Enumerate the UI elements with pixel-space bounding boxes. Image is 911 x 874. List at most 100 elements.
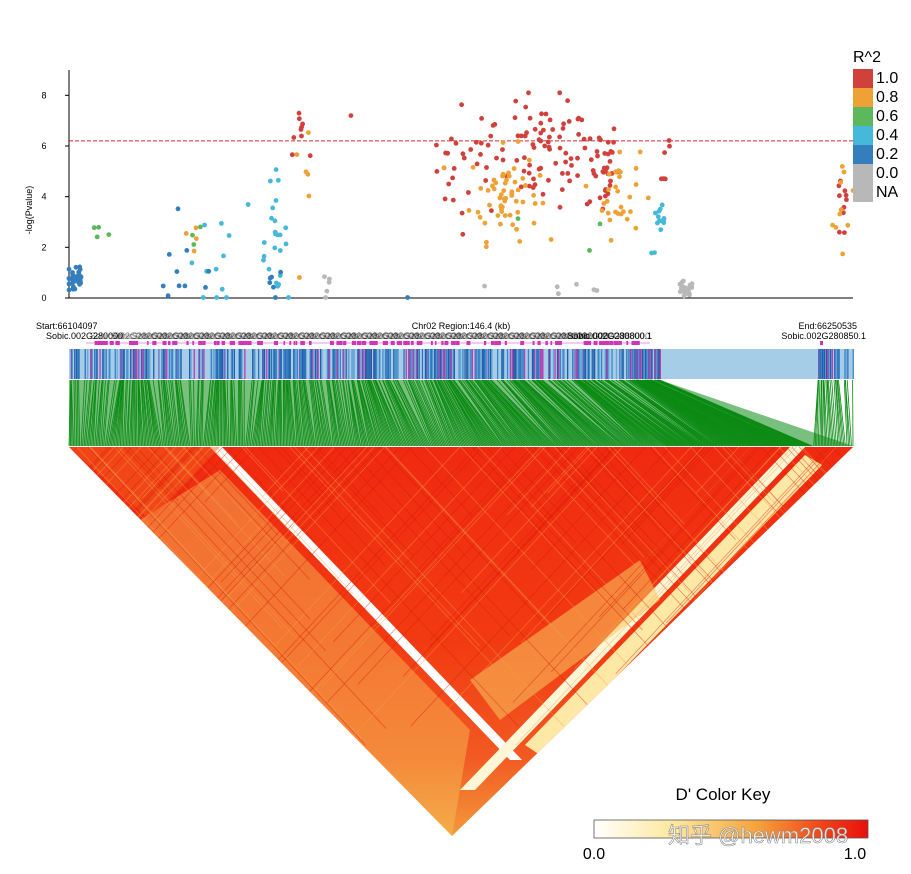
data-point-r2-0.8 bbox=[830, 222, 835, 228]
data-point-r2-0.8 bbox=[645, 195, 651, 201]
data-point-r2-1.0 bbox=[588, 157, 594, 163]
data-point-r2-0.8 bbox=[500, 173, 505, 179]
snp-bar bbox=[383, 349, 385, 379]
snp-bar bbox=[94, 349, 96, 379]
snp-connector bbox=[384, 379, 413, 447]
snp-bar bbox=[212, 349, 214, 379]
gene-exon bbox=[441, 341, 444, 345]
snp-bar bbox=[597, 349, 599, 379]
gene-exon bbox=[243, 341, 246, 345]
gene-exon bbox=[289, 341, 292, 345]
snp-bar bbox=[114, 349, 116, 379]
snp-bar bbox=[471, 349, 473, 379]
snp-bar bbox=[480, 349, 482, 379]
data-point-r2-0.2 bbox=[166, 252, 172, 257]
snp-connector bbox=[465, 379, 514, 447]
snp-connector bbox=[442, 379, 479, 447]
gene-label-overlap: Sobic.002G280000 bbox=[531, 331, 608, 341]
gene-label-overlap: Sobic.002G280000 bbox=[384, 331, 461, 341]
data-point-r2-1.0 bbox=[434, 142, 439, 148]
data-point-r2-1.0 bbox=[598, 137, 603, 143]
data-point-r2-0.8 bbox=[548, 237, 554, 242]
data-point-r2-0.4 bbox=[221, 253, 226, 259]
snp-bar bbox=[587, 349, 590, 379]
snp-connector bbox=[469, 379, 522, 447]
snp-connector bbox=[574, 379, 650, 447]
gene-label-overlap: Sobic.002G280000 bbox=[300, 331, 377, 341]
gene-exon bbox=[504, 341, 507, 345]
snp-bar bbox=[634, 349, 636, 379]
snp-bar bbox=[96, 349, 98, 379]
gene-exon bbox=[430, 341, 433, 345]
snp-connector bbox=[272, 379, 277, 447]
snp-connector bbox=[421, 379, 449, 447]
ld-texture bbox=[142, 447, 191, 499]
snp-connector bbox=[78, 379, 80, 447]
data-point-r2-1.0 bbox=[466, 190, 471, 195]
snp-bar bbox=[416, 349, 419, 379]
gene-label-overlap: Sobic.002G280000 bbox=[363, 331, 440, 341]
data-point-r2-1.0 bbox=[299, 133, 304, 139]
snp-bar bbox=[133, 349, 136, 379]
snp-bar bbox=[175, 349, 177, 379]
snp-bar bbox=[598, 349, 601, 379]
snp-bar bbox=[580, 349, 582, 379]
snp-bar bbox=[440, 349, 442, 379]
snp-bar bbox=[387, 349, 390, 379]
snp-bar bbox=[121, 349, 123, 379]
data-point-r2-0.2 bbox=[69, 280, 75, 286]
gene-exon bbox=[398, 341, 402, 345]
snp-bar bbox=[279, 349, 281, 379]
data-point-r2-1.0 bbox=[576, 132, 581, 137]
snp-connector bbox=[489, 379, 553, 447]
snp-connector bbox=[224, 379, 228, 447]
snp-bar bbox=[585, 349, 587, 379]
snp-connector bbox=[579, 379, 662, 447]
legend-label: 0.6 bbox=[876, 108, 898, 125]
snp-bar bbox=[594, 349, 596, 379]
snp-connector bbox=[123, 379, 127, 447]
snp-bar bbox=[467, 349, 469, 379]
snp-connector bbox=[300, 379, 309, 447]
data-point-r2-1.0 bbox=[595, 153, 600, 159]
gene-label-overlap: Sobic.002G280000 bbox=[489, 331, 566, 341]
snp-connector bbox=[426, 379, 454, 447]
gene-exon bbox=[202, 341, 206, 345]
data-point-r2-0.4 bbox=[283, 225, 289, 231]
data-point-r2-1.0 bbox=[560, 171, 565, 176]
snp-connector bbox=[352, 379, 367, 447]
data-point-r2-1.0 bbox=[546, 144, 552, 150]
snp-connector bbox=[629, 379, 722, 447]
snp-connector bbox=[246, 379, 255, 447]
ld-texture bbox=[573, 447, 782, 670]
snp-connector bbox=[385, 379, 414, 447]
snp-bar bbox=[370, 349, 372, 379]
snp-bar bbox=[556, 349, 559, 379]
snp-bar bbox=[317, 349, 319, 379]
snp-bar bbox=[213, 349, 215, 379]
snp-connector bbox=[140, 379, 145, 447]
snp-bar bbox=[224, 349, 227, 379]
snp-bar bbox=[622, 349, 624, 379]
snp-bar bbox=[126, 349, 128, 379]
ld-low-zone bbox=[470, 560, 660, 720]
data-point-r2-0.8 bbox=[511, 166, 517, 171]
snp-connector bbox=[487, 379, 552, 447]
snp-bar bbox=[578, 349, 580, 379]
snp-connector bbox=[483, 379, 543, 447]
snp-connector bbox=[213, 379, 218, 447]
snp-connector bbox=[141, 379, 147, 447]
snp-connector bbox=[611, 379, 706, 447]
gene-label-overlap: Sobic.002G280000 bbox=[111, 331, 188, 341]
snp-bar bbox=[470, 349, 472, 379]
snp-connector bbox=[265, 379, 272, 447]
data-point-r2-0.8 bbox=[606, 171, 612, 177]
ld-texture bbox=[69, 447, 117, 556]
snp-bar bbox=[203, 349, 205, 379]
snp-connector bbox=[101, 379, 109, 447]
snp-connector bbox=[362, 379, 383, 447]
gene-label-overlap: Sobic.002G280000 bbox=[195, 331, 272, 341]
data-point-r2-0.2 bbox=[78, 280, 83, 286]
data-point-r2-1.0 bbox=[307, 153, 313, 159]
snp-connector bbox=[651, 379, 799, 447]
